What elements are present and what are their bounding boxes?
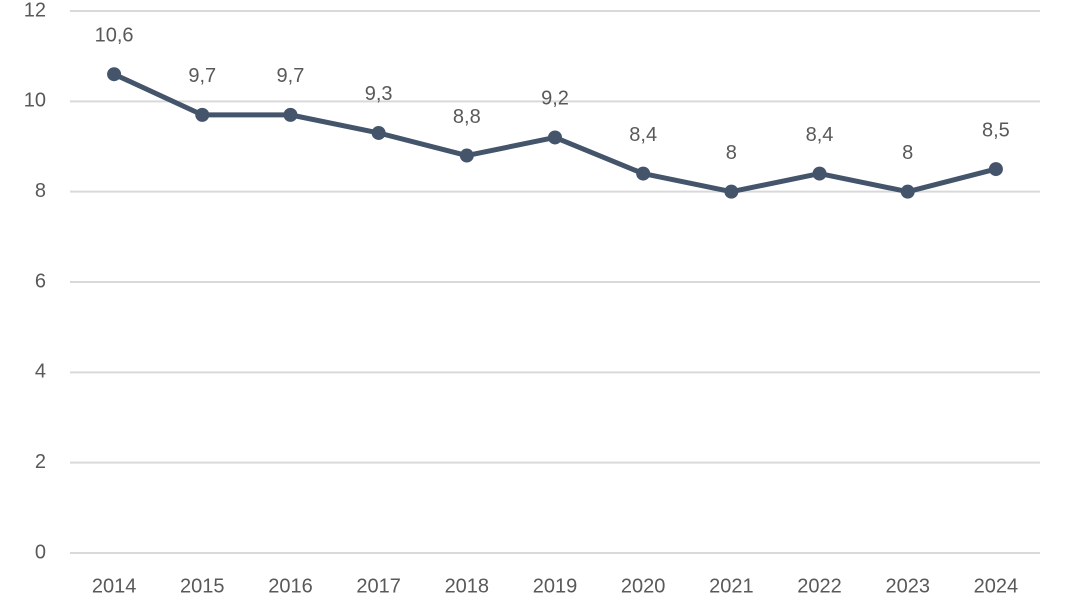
marker — [459, 148, 474, 163]
x-tick-label: 2019 — [533, 575, 578, 597]
marker — [900, 184, 915, 199]
data-label: 8 — [726, 142, 737, 164]
data-label: 10,6 — [95, 25, 134, 47]
x-tick-label: 2015 — [180, 575, 225, 597]
marker — [283, 107, 298, 122]
data-label: 9,7 — [188, 65, 216, 87]
marker — [107, 67, 122, 82]
marker — [812, 166, 827, 181]
x-tick-label: 2016 — [268, 575, 313, 597]
x-tick-label: 2014 — [92, 575, 137, 597]
data-label: 8,5 — [982, 119, 1010, 141]
y-tick-label: 8 — [35, 180, 46, 202]
data-label: 8,4 — [629, 124, 657, 146]
marker — [988, 162, 1003, 177]
x-tick-label: 2024 — [974, 575, 1019, 597]
x-tick-label: 2023 — [885, 575, 930, 597]
y-tick-label: 0 — [35, 541, 46, 563]
x-tick-label: 2021 — [709, 575, 754, 597]
x-tick-label: 2022 — [797, 575, 842, 597]
y-tick-label: 6 — [35, 270, 46, 292]
y-tick-label: 10 — [24, 90, 46, 112]
x-tick-label: 2018 — [445, 575, 490, 597]
y-tick-label: 4 — [35, 361, 46, 383]
data-label: 8,8 — [453, 106, 481, 128]
data-label: 8,4 — [806, 124, 834, 146]
data-label: 8 — [902, 142, 913, 164]
marker — [636, 166, 651, 181]
x-tick-label: 2017 — [356, 575, 401, 597]
marker — [548, 130, 562, 145]
data-label: 9,7 — [277, 65, 305, 87]
marker — [371, 125, 386, 140]
x-tick-label: 2020 — [621, 575, 666, 597]
marker — [724, 184, 739, 199]
data-label: 9,3 — [365, 83, 393, 105]
y-tick-label: 2 — [35, 451, 46, 473]
marker — [195, 107, 210, 122]
data-label: 9,2 — [541, 88, 569, 110]
y-tick-label: 12 — [24, 0, 46, 21]
